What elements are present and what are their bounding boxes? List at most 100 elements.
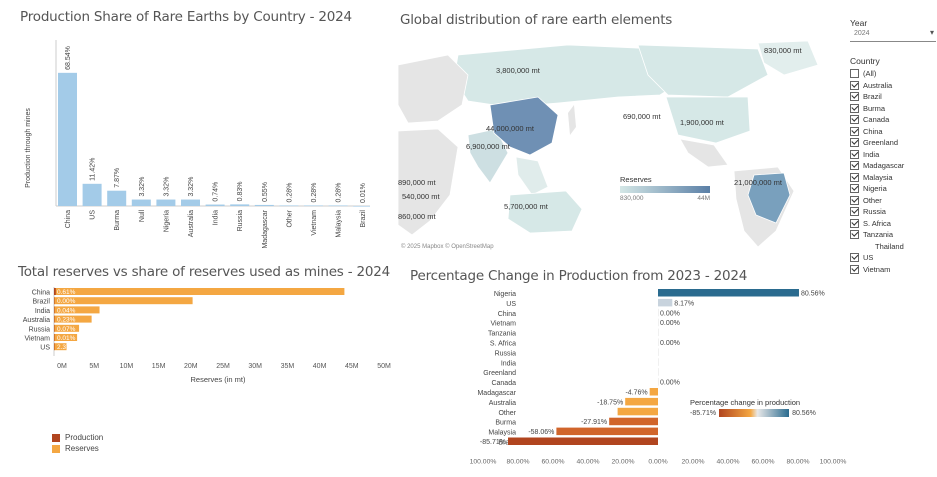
pct-bar-canada[interactable] <box>658 378 659 386</box>
bar-null[interactable] <box>131 199 151 206</box>
reserves-bar[interactable] <box>54 324 80 332</box>
country-filter-item[interactable]: Brazil <box>850 91 936 103</box>
country-filter-item[interactable]: Greenland <box>850 137 936 149</box>
pct-bar-madagascar[interactable] <box>649 388 658 396</box>
reserves-bar[interactable] <box>54 297 193 305</box>
reserves-bar[interactable] <box>54 334 78 341</box>
country-filter-item[interactable]: Russia <box>850 206 936 218</box>
y-category-label: Burma <box>495 420 516 427</box>
bar-china[interactable] <box>58 72 77 206</box>
map-panel[interactable]: 3,800,000 mt 44,000,000 mt 6,900,000 mt 690… <box>398 35 835 252</box>
pct-bar-greenland[interactable] <box>658 368 659 376</box>
country-checkbox[interactable] <box>850 103 859 113</box>
country-filter-item[interactable]: S. Africa <box>850 218 936 230</box>
country-filter-item[interactable]: India <box>850 149 936 161</box>
map-china-region[interactable] <box>489 96 559 156</box>
pct-bar-burma[interactable] <box>609 417 658 426</box>
reserves-bar[interactable] <box>54 343 67 351</box>
pct-bar-malaysia[interactable] <box>556 427 658 436</box>
y-category-label: Tanzania <box>488 331 516 338</box>
country-filter-item[interactable]: China <box>850 126 936 138</box>
country-label: China <box>863 126 883 136</box>
country-checkbox[interactable] <box>850 172 859 182</box>
country-filter-item[interactable]: Vietnam <box>850 264 936 276</box>
map-brazil-region[interactable] <box>747 172 791 224</box>
country-checkbox[interactable] <box>850 207 859 217</box>
map-reserve-label: 1,900,000 mt <box>680 118 725 127</box>
pct-bar-tanzania[interactable] <box>658 328 659 337</box>
map-europe-region[interactable] <box>398 54 469 124</box>
pct-bar-brazil[interactable] <box>508 437 658 446</box>
country-checkbox[interactable] <box>850 92 859 102</box>
reserves-bar[interactable] <box>54 306 100 314</box>
country-checkbox[interactable] <box>850 184 859 194</box>
pct-bar-india[interactable] <box>658 358 659 366</box>
pct-bar-safrica[interactable] <box>658 338 659 347</box>
bar-australia[interactable] <box>181 199 200 206</box>
country-checkbox[interactable] <box>850 115 859 125</box>
map-reserve-label: 3,800,000 mt <box>496 66 541 75</box>
country-checkbox[interactable] <box>850 161 859 171</box>
country-filter-item[interactable]: US <box>850 252 936 264</box>
share-value-label: 2.37% <box>57 344 76 351</box>
map-mexico-region[interactable] <box>679 138 729 168</box>
pct-bar-russia[interactable] <box>658 348 659 356</box>
country-filter-item[interactable]: Canada <box>850 114 936 126</box>
country-checkbox[interactable] <box>850 195 859 205</box>
country-checkbox[interactable] <box>850 218 859 228</box>
country-filter-item[interactable]: Australia <box>850 80 936 92</box>
pct-bar-vietnam[interactable] <box>658 318 659 327</box>
pct-bar-us[interactable] <box>658 298 673 307</box>
country-label: Burma <box>863 103 886 113</box>
country-checkbox[interactable] <box>850 69 859 79</box>
map-reserve-label: 21,000,000 mt <box>734 178 783 187</box>
country-checkbox[interactable] <box>850 253 859 263</box>
bar-madagascar[interactable] <box>254 204 274 206</box>
bar-malaysia[interactable] <box>328 205 348 207</box>
reserves-bar[interactable] <box>54 315 92 323</box>
x-tick-label: 10M <box>120 363 134 370</box>
country-filter-item[interactable]: Nigeria <box>850 183 936 195</box>
country-filter-item[interactable]: Madagascar <box>850 160 936 172</box>
map-reserve-label: 5,700,000 mt <box>504 202 549 211</box>
bar-vietnam[interactable] <box>304 205 323 207</box>
bar-value-label: 11.42% <box>90 158 97 181</box>
map-greenland-region[interactable] <box>757 40 819 76</box>
bar-us[interactable] <box>82 183 102 206</box>
bar-nigeria[interactable] <box>156 199 176 206</box>
country-filter-item[interactable]: Tanzania <box>850 229 936 241</box>
map-se-asia-region[interactable] <box>515 156 549 196</box>
bar-other[interactable] <box>279 205 299 207</box>
map-japan-region[interactable] <box>568 105 576 135</box>
pct-legend-title: Percentage change in production <box>690 398 801 407</box>
country-filter-item[interactable]: (All) <box>850 68 936 80</box>
map-africa-region[interactable] <box>398 128 459 236</box>
country-filter-item[interactable]: Thailand <box>850 241 936 253</box>
country-filter-item[interactable]: Other <box>850 195 936 207</box>
country-checkbox[interactable] <box>850 80 859 90</box>
share-value-label: 0.00% <box>57 298 76 305</box>
year-select[interactable]: 2024 ▾ <box>850 28 936 42</box>
bar-brazil[interactable] <box>353 205 370 207</box>
pct-bar-china[interactable] <box>658 308 659 317</box>
map-australia-region[interactable] <box>507 190 583 234</box>
share-value-label: 0.23% <box>57 317 76 324</box>
pct-bar-other[interactable] <box>617 407 658 416</box>
bar-india[interactable] <box>205 204 225 206</box>
bar-burma[interactable] <box>107 190 127 206</box>
country-checkbox[interactable] <box>850 138 859 148</box>
country-checkbox[interactable] <box>850 149 859 159</box>
country-filter-item[interactable]: Malaysia <box>850 172 936 184</box>
x-tick-label: 45M <box>345 363 359 370</box>
pct-bar-australia[interactable] <box>625 397 658 406</box>
country-checkbox[interactable] <box>850 264 859 274</box>
production-share-title: Production Share of Rare Earths by Count… <box>20 9 352 25</box>
bar-russia[interactable] <box>230 204 250 206</box>
country-checkbox[interactable] <box>850 126 859 136</box>
country-filter-item[interactable]: Burma <box>850 103 936 115</box>
reserves-bar[interactable] <box>54 288 345 295</box>
map-us-region[interactable] <box>665 96 751 144</box>
pct-bar-nigeria[interactable] <box>658 289 799 297</box>
world-map[interactable]: 3,800,000 mt 44,000,000 mt 6,900,000 mt 690… <box>398 35 835 252</box>
country-checkbox[interactable] <box>850 230 859 240</box>
